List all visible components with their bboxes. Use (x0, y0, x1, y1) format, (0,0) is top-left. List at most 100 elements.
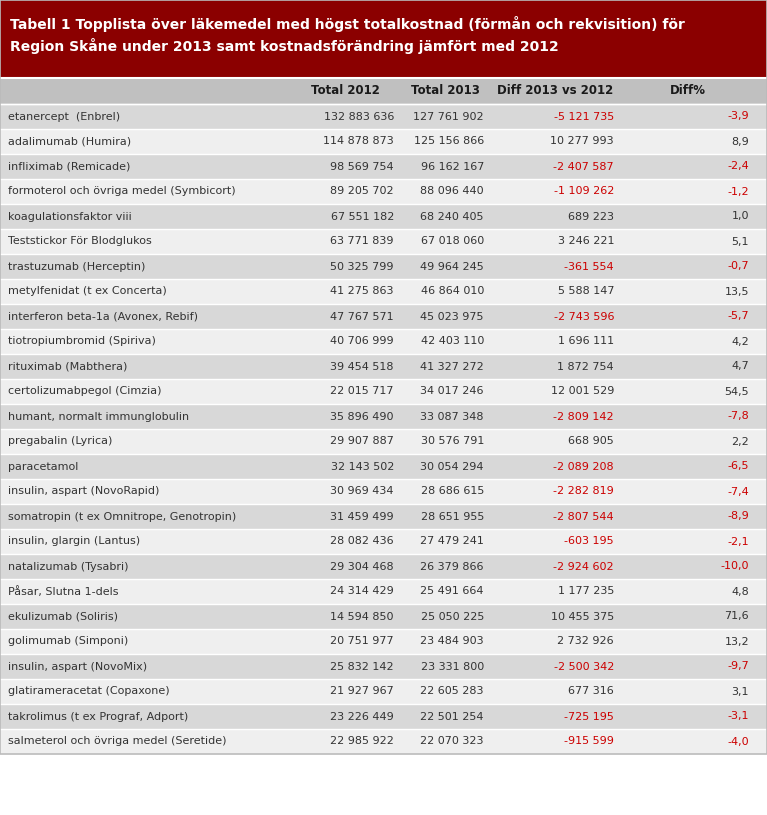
Text: paracetamol: paracetamol (8, 461, 78, 472)
Bar (0, 454, 767, 479)
Text: 63 771 839: 63 771 839 (331, 236, 394, 246)
Text: 35 896 490: 35 896 490 (331, 412, 394, 421)
Text: 32 143 502: 32 143 502 (331, 461, 394, 472)
Text: 71,6: 71,6 (724, 611, 749, 622)
Text: 25 832 142: 25 832 142 (331, 662, 394, 672)
Text: interferon beta-1a (Avonex, Rebif): interferon beta-1a (Avonex, Rebif) (8, 311, 198, 321)
Text: 42 403 110: 42 403 110 (420, 337, 484, 346)
Text: 22 015 717: 22 015 717 (331, 386, 394, 397)
Bar (0, 354, 767, 379)
Text: 25 050 225: 25 050 225 (420, 611, 484, 622)
Text: 4,7: 4,7 (731, 362, 749, 372)
Text: -2,4: -2,4 (727, 161, 749, 171)
Text: 13,5: 13,5 (725, 287, 749, 297)
Text: -7,4: -7,4 (727, 487, 749, 496)
Bar (0, 204, 767, 229)
Text: koagulationsfaktor viii: koagulationsfaktor viii (8, 212, 132, 222)
Text: -3,1: -3,1 (728, 711, 749, 721)
Bar (0, 254, 767, 279)
Text: tiotropiumbromid (Spiriva): tiotropiumbromid (Spiriva) (8, 337, 156, 346)
Text: 45 023 975: 45 023 975 (420, 311, 484, 321)
Text: -7,8: -7,8 (727, 412, 749, 421)
Bar (0, 279, 767, 304)
Text: infliximab (Remicade): infliximab (Remicade) (8, 161, 130, 171)
Text: 23 226 449: 23 226 449 (331, 711, 394, 721)
Text: salmeterol och övriga medel (Seretide): salmeterol och övriga medel (Seretide) (8, 737, 226, 747)
Text: 10 277 993: 10 277 993 (551, 136, 614, 147)
Text: 27 479 241: 27 479 241 (420, 536, 484, 547)
Text: 1 872 754: 1 872 754 (558, 362, 614, 372)
Text: 28 651 955: 28 651 955 (420, 512, 484, 522)
Text: 98 569 754: 98 569 754 (331, 161, 394, 171)
Text: -5,7: -5,7 (727, 311, 749, 321)
Text: -2 924 602: -2 924 602 (553, 562, 614, 571)
Bar (0, 78, 767, 104)
Text: 132 883 636: 132 883 636 (324, 112, 394, 121)
Text: 13,2: 13,2 (724, 637, 749, 646)
Bar (0, 404, 767, 429)
Text: -2 500 342: -2 500 342 (554, 662, 614, 672)
Text: 12 001 529: 12 001 529 (551, 386, 614, 397)
Text: -2,1: -2,1 (727, 536, 749, 547)
Text: 22 501 254: 22 501 254 (420, 711, 484, 721)
Text: 20 751 977: 20 751 977 (331, 637, 394, 646)
Text: 10 455 375: 10 455 375 (551, 611, 614, 622)
Text: 3,1: 3,1 (732, 686, 749, 697)
Bar (0, 379, 767, 404)
Bar (0, 229, 767, 254)
Text: -2 809 142: -2 809 142 (553, 412, 614, 421)
Text: 4,2: 4,2 (731, 337, 749, 346)
Text: -0,7: -0,7 (727, 262, 749, 271)
Text: 30 969 434: 30 969 434 (331, 487, 394, 496)
Text: 41 275 863: 41 275 863 (331, 287, 394, 297)
Bar (0, 304, 767, 329)
Text: -2 743 596: -2 743 596 (554, 311, 614, 321)
Text: 25 491 664: 25 491 664 (420, 587, 484, 597)
Text: 114 878 873: 114 878 873 (323, 136, 394, 147)
Text: 40 706 999: 40 706 999 (331, 337, 394, 346)
Text: 31 459 499: 31 459 499 (331, 512, 394, 522)
Text: -4,0: -4,0 (727, 737, 749, 747)
Bar (0, 179, 767, 204)
Text: -9,7: -9,7 (727, 662, 749, 672)
Text: 14 594 850: 14 594 850 (331, 611, 394, 622)
Text: -6,5: -6,5 (728, 461, 749, 472)
Text: 1 696 111: 1 696 111 (558, 337, 614, 346)
Text: 49 964 245: 49 964 245 (420, 262, 484, 271)
Text: natalizumab (Tysabri): natalizumab (Tysabri) (8, 562, 129, 571)
Text: 125 156 866: 125 156 866 (413, 136, 484, 147)
Text: somatropin (t ex Omnitrope, Genotropin): somatropin (t ex Omnitrope, Genotropin) (8, 512, 236, 522)
Text: -2 089 208: -2 089 208 (553, 461, 614, 472)
Bar (0, 704, 767, 729)
Text: 26 379 866: 26 379 866 (420, 562, 484, 571)
Text: 54,5: 54,5 (724, 386, 749, 397)
Text: trastuzumab (Herceptin): trastuzumab (Herceptin) (8, 262, 146, 271)
Text: humant, normalt immunglobulin: humant, normalt immunglobulin (8, 412, 189, 421)
Text: insulin, glargin (Lantus): insulin, glargin (Lantus) (8, 536, 140, 547)
Bar (0, 679, 767, 704)
Text: 33 087 348: 33 087 348 (420, 412, 484, 421)
Text: -3,9: -3,9 (727, 112, 749, 121)
Text: 89 205 702: 89 205 702 (331, 187, 394, 196)
Text: -2 807 544: -2 807 544 (553, 512, 614, 522)
Text: ekulizumab (Soliris): ekulizumab (Soliris) (8, 611, 118, 622)
Text: 677 316: 677 316 (568, 686, 614, 697)
Text: 47 767 571: 47 767 571 (331, 311, 394, 321)
Text: 88 096 440: 88 096 440 (420, 187, 484, 196)
Text: -2 407 587: -2 407 587 (553, 161, 614, 171)
Text: 1 177 235: 1 177 235 (558, 587, 614, 597)
Text: -2 282 819: -2 282 819 (553, 487, 614, 496)
Text: 50 325 799: 50 325 799 (331, 262, 394, 271)
Text: -5 121 735: -5 121 735 (554, 112, 614, 121)
Text: 21 927 967: 21 927 967 (331, 686, 394, 697)
Text: 34 017 246: 34 017 246 (420, 386, 484, 397)
Text: Tabell 1 Topplista över läkemedel med högst totalkostnad (förmån och rekvisition: Tabell 1 Topplista över läkemedel med hö… (10, 16, 685, 32)
Text: 29 304 468: 29 304 468 (331, 562, 394, 571)
Bar (0, 529, 767, 554)
Text: 2 732 926: 2 732 926 (558, 637, 614, 646)
Text: Total 2013: Total 2013 (410, 85, 479, 98)
Text: 30 054 294: 30 054 294 (420, 461, 484, 472)
Bar (0, 154, 767, 179)
Bar (0, 129, 767, 154)
Text: -725 195: -725 195 (564, 711, 614, 721)
